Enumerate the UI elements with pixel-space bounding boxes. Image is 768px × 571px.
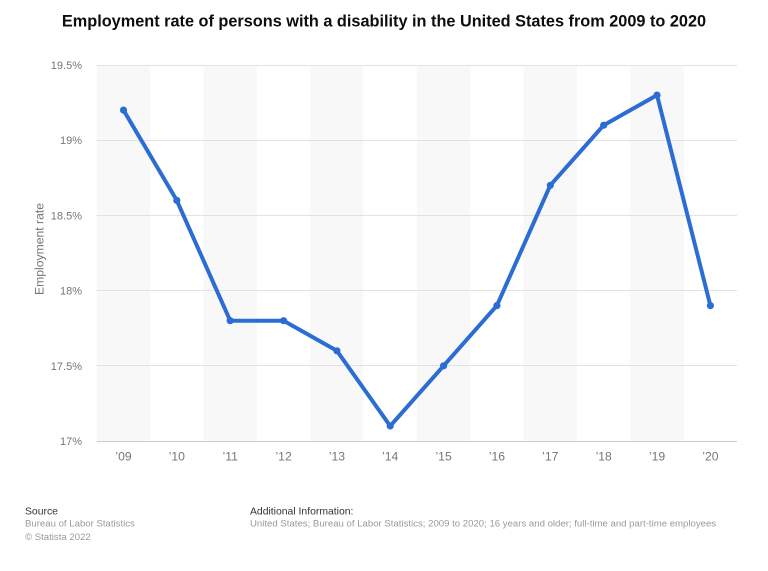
svg-text:’17: ’17 (542, 450, 558, 464)
svg-text:’12: ’12 (275, 450, 291, 464)
svg-text:’15: ’15 (435, 450, 451, 464)
svg-text:’10: ’10 (169, 450, 185, 464)
svg-text:’14: ’14 (382, 450, 398, 464)
svg-text:’13: ’13 (329, 450, 345, 464)
svg-text:17%: 17% (60, 436, 82, 448)
svg-text:’18: ’18 (596, 450, 612, 464)
svg-text:17.5%: 17.5% (51, 361, 82, 373)
svg-text:’11: ’11 (223, 450, 239, 464)
svg-text:© Statista 2022: © Statista 2022 (25, 532, 91, 543)
svg-text:’20: ’20 (702, 450, 718, 464)
svg-text:Bureau of Labor Statistics: Bureau of Labor Statistics (25, 519, 135, 530)
svg-text:Employment rate: Employment rate (33, 203, 47, 295)
svg-text:19.5%: 19.5% (51, 60, 82, 72)
svg-text:Source: Source (25, 507, 58, 518)
svg-text:19%: 19% (60, 135, 82, 147)
svg-text:18%: 18% (60, 286, 82, 298)
svg-text:18.5%: 18.5% (51, 210, 82, 222)
svg-text:’19: ’19 (649, 450, 665, 464)
svg-text:Employment rate of persons wit: Employment rate of persons with a disabi… (62, 13, 706, 31)
svg-text:’09: ’09 (115, 450, 131, 464)
svg-text:United States; Bureau of Labor: United States; Bureau of Labor Statistic… (250, 519, 716, 530)
svg-text:’16: ’16 (489, 450, 505, 464)
svg-text:Additional Information:: Additional Information: (250, 507, 353, 518)
